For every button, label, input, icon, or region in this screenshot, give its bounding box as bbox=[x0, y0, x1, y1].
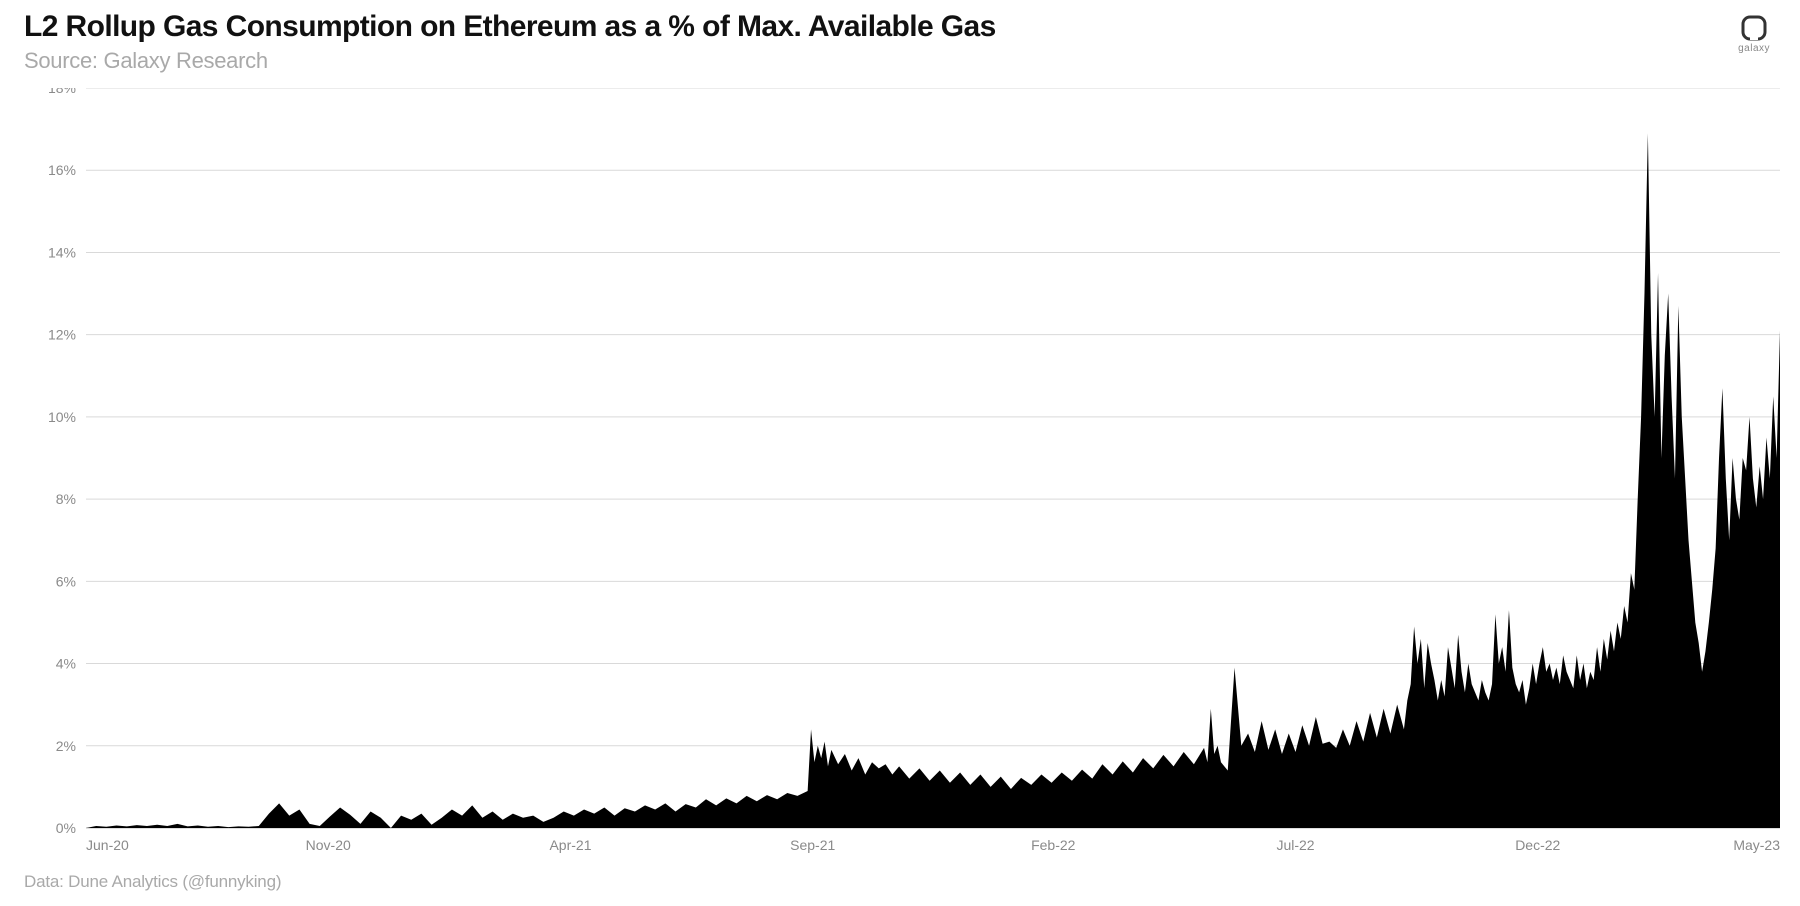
chart-area: 0% 2% 4% 6% 8% 10% 12% 14% 16% 18% Jun-20 Nov-20 Apr… bbox=[24, 88, 1776, 868]
y-tick-label: 6% bbox=[56, 573, 76, 589]
x-tick-label: Dec-22 bbox=[1515, 837, 1560, 853]
brand-logo: galaxy bbox=[1738, 14, 1770, 54]
chart-header: L2 Rollup Gas Consumption on Ethereum as… bbox=[24, 10, 1776, 74]
area-series bbox=[86, 133, 1780, 828]
x-tick-label: Feb-22 bbox=[1031, 837, 1076, 853]
x-tick-label: Jun-20 bbox=[86, 837, 129, 853]
y-tick-label: 2% bbox=[56, 738, 76, 754]
x-tick-label: Jul-22 bbox=[1276, 837, 1314, 853]
brand-text: galaxy bbox=[1738, 43, 1770, 54]
y-tick-label: 0% bbox=[56, 820, 76, 836]
galaxy-icon bbox=[1740, 14, 1768, 42]
y-tick-label: 18% bbox=[48, 88, 76, 96]
y-tick-label: 16% bbox=[48, 162, 76, 178]
x-tick-label: Sep-21 bbox=[790, 837, 835, 853]
y-tick-label: 4% bbox=[56, 656, 76, 672]
data-credit: Data: Dune Analytics (@funnyking) bbox=[24, 872, 281, 892]
x-tick-label: Nov-20 bbox=[306, 837, 351, 853]
x-tick-label: May-23 bbox=[1733, 837, 1780, 853]
chart-title: L2 Rollup Gas Consumption on Ethereum as… bbox=[24, 10, 996, 44]
y-tick-label: 10% bbox=[48, 409, 76, 425]
y-tick-label: 8% bbox=[56, 491, 76, 507]
area-chart-svg: 0% 2% 4% 6% 8% 10% 12% 14% 16% 18% Jun-20 Nov-20 Apr… bbox=[24, 88, 1780, 868]
x-tick-label: Apr-21 bbox=[549, 837, 591, 853]
y-tick-label: 12% bbox=[48, 327, 76, 343]
chart-subtitle: Source: Galaxy Research bbox=[24, 48, 996, 74]
y-tick-label: 14% bbox=[48, 244, 76, 260]
